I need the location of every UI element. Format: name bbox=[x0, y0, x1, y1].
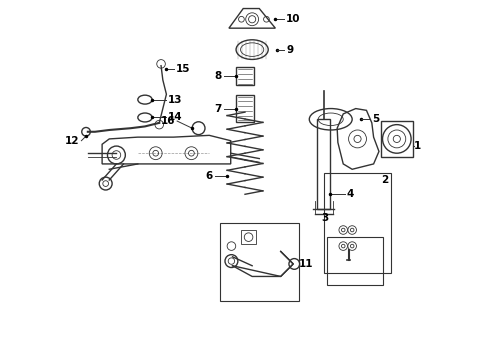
Text: 14: 14 bbox=[168, 112, 183, 122]
Text: 5: 5 bbox=[372, 114, 379, 124]
Text: 12: 12 bbox=[65, 136, 79, 146]
Bar bbox=[323, 173, 392, 273]
Text: 7: 7 bbox=[215, 104, 222, 113]
Text: 3: 3 bbox=[322, 212, 329, 222]
Text: 15: 15 bbox=[175, 64, 190, 74]
Text: 6: 6 bbox=[206, 171, 213, 181]
Bar bbox=[220, 223, 298, 301]
Bar bbox=[242, 230, 256, 244]
Text: 13: 13 bbox=[168, 95, 183, 105]
Bar bbox=[381, 121, 413, 157]
Bar bbox=[327, 237, 383, 285]
Text: 16: 16 bbox=[161, 116, 175, 126]
Text: 2: 2 bbox=[381, 175, 388, 185]
Text: 9: 9 bbox=[286, 45, 293, 55]
Bar bbox=[236, 95, 254, 122]
Text: 1: 1 bbox=[414, 141, 421, 151]
Bar bbox=[236, 67, 254, 85]
Text: 10: 10 bbox=[286, 14, 300, 24]
Text: 8: 8 bbox=[215, 71, 222, 81]
Bar bbox=[317, 119, 330, 208]
Text: 4: 4 bbox=[347, 189, 354, 199]
Text: 11: 11 bbox=[298, 259, 313, 269]
